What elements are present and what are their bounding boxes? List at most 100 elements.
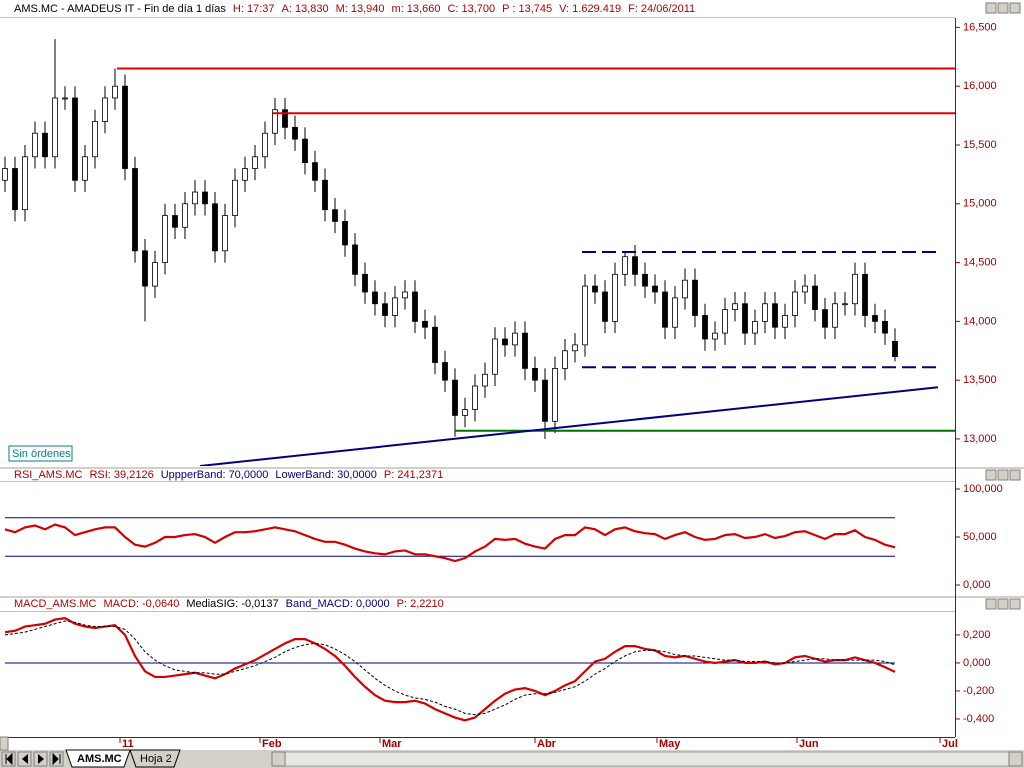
- candle-body: [572, 344, 578, 352]
- horizontal-scrollbar[interactable]: [271, 751, 1023, 767]
- legend-item: P: 241,2371: [384, 469, 443, 481]
- candle-body: [342, 221, 348, 246]
- legend-item: MACD_AMS.MC: [14, 598, 97, 610]
- candle-body: [732, 303, 738, 311]
- y-tick-label: 16,500: [963, 21, 997, 33]
- y-tick-label: 16,000: [963, 80, 997, 92]
- candle-body: [432, 326, 438, 363]
- scroll-right[interactable]: [1008, 751, 1023, 767]
- y-tick-label: -0,400: [963, 713, 994, 725]
- tab-nav: [1, 751, 64, 767]
- candle-body: [12, 168, 18, 211]
- panel-buttons: [985, 2, 1021, 610]
- candle-body: [312, 162, 318, 181]
- candle-body: [462, 409, 468, 416]
- candle-body: [742, 303, 748, 334]
- y-tick-label: 50,000: [963, 531, 997, 543]
- macd-panel: [0, 598, 1024, 737]
- candle-body: [592, 285, 598, 293]
- legend-item: P : 13,745: [502, 3, 552, 15]
- candle-body: [812, 285, 818, 311]
- candle-body: [532, 368, 538, 381]
- legend-item: RSI: 39,2126: [89, 469, 153, 481]
- candle-body: [152, 262, 158, 287]
- legend-item: MACD: -0,0640: [104, 598, 180, 610]
- candle-body: [332, 209, 338, 222]
- candle-body: [162, 215, 168, 263]
- y-tick-label: 0,200: [963, 629, 991, 641]
- candle-body: [212, 203, 218, 252]
- legend-item: F: 24/06/2011: [628, 3, 695, 15]
- minimize-button[interactable]: [985, 598, 997, 610]
- candle-body: [222, 215, 228, 252]
- candle-body: [602, 291, 608, 322]
- candle-body: [232, 179, 238, 216]
- candle-body: [642, 273, 648, 287]
- close-button[interactable]: [1009, 469, 1021, 481]
- trend-line: [199, 386, 939, 466]
- x-axis-row: [0, 737, 1024, 750]
- candle-body: [142, 250, 148, 287]
- candle-body: [92, 121, 98, 158]
- candle-body: [792, 291, 798, 316]
- nav-icon: [38, 754, 44, 764]
- maximize-button[interactable]: [997, 598, 1009, 610]
- minimize-button[interactable]: [985, 2, 997, 14]
- candle-body: [452, 379, 458, 416]
- maximize-button[interactable]: [997, 469, 1009, 481]
- candle-body: [282, 109, 288, 128]
- candle-body: [772, 303, 778, 328]
- candle-body: [372, 291, 378, 305]
- candle-body: [492, 338, 498, 375]
- candle-body: [72, 97, 78, 181]
- nav-icon: [52, 752, 61, 766]
- candle-body: [122, 85, 128, 169]
- candle-body: [192, 191, 198, 205]
- orders-badge: Sin órdenes: [12, 448, 71, 460]
- scroll-left[interactable]: [271, 751, 286, 767]
- minimize-button[interactable]: [985, 469, 997, 481]
- rsi-panel: [0, 469, 1024, 596]
- candle-body: [472, 385, 478, 410]
- candle-body: [302, 138, 308, 164]
- maximize-button[interactable]: [997, 2, 1009, 14]
- y-tick-label: 13,000: [963, 433, 997, 445]
- close-button[interactable]: [1009, 2, 1021, 14]
- x-tick-label: Mar: [382, 738, 402, 750]
- candle-body: [692, 279, 698, 316]
- legend-item: LowerBand: 30,0000: [275, 469, 377, 481]
- candle-body: [632, 256, 638, 275]
- nav-icon: [22, 754, 28, 764]
- legend-item: C: 13,700: [447, 3, 495, 15]
- legend-item: A: 13,830: [282, 3, 329, 15]
- tab-active[interactable]: [65, 749, 131, 768]
- x-tick-label: May: [659, 738, 681, 750]
- x-tick-label: Feb: [262, 738, 282, 750]
- close-button[interactable]: [1009, 598, 1021, 610]
- candle-body: [702, 315, 708, 340]
- y-tick-label: -0,200: [963, 685, 994, 697]
- candle-body: [442, 362, 448, 381]
- candle-body: [422, 320, 428, 328]
- legend-item: Band_MACD: 0,0000: [286, 598, 390, 610]
- candle-body: [172, 215, 178, 228]
- candle-body: [252, 156, 258, 169]
- candle-body: [562, 350, 568, 369]
- candle-body: [752, 320, 758, 334]
- legend-item: P: 2,2210: [397, 598, 444, 610]
- scroll-start[interactable]: [0, 736, 9, 751]
- candle-body: [882, 320, 888, 334]
- tab[interactable]: [129, 749, 181, 768]
- candle-body: [482, 373, 488, 387]
- price-panel: [0, 0, 1024, 467]
- series-line: [4, 523, 896, 563]
- candle-body: [552, 368, 558, 422]
- legend-item: M: 13,940: [336, 3, 385, 15]
- y-tick-label: 100,000: [963, 483, 1003, 495]
- nav-icon: [5, 752, 13, 766]
- candle-body: [392, 297, 398, 316]
- legend-item: H: 17:37: [233, 3, 275, 15]
- y-tick-label: 14,000: [963, 315, 997, 327]
